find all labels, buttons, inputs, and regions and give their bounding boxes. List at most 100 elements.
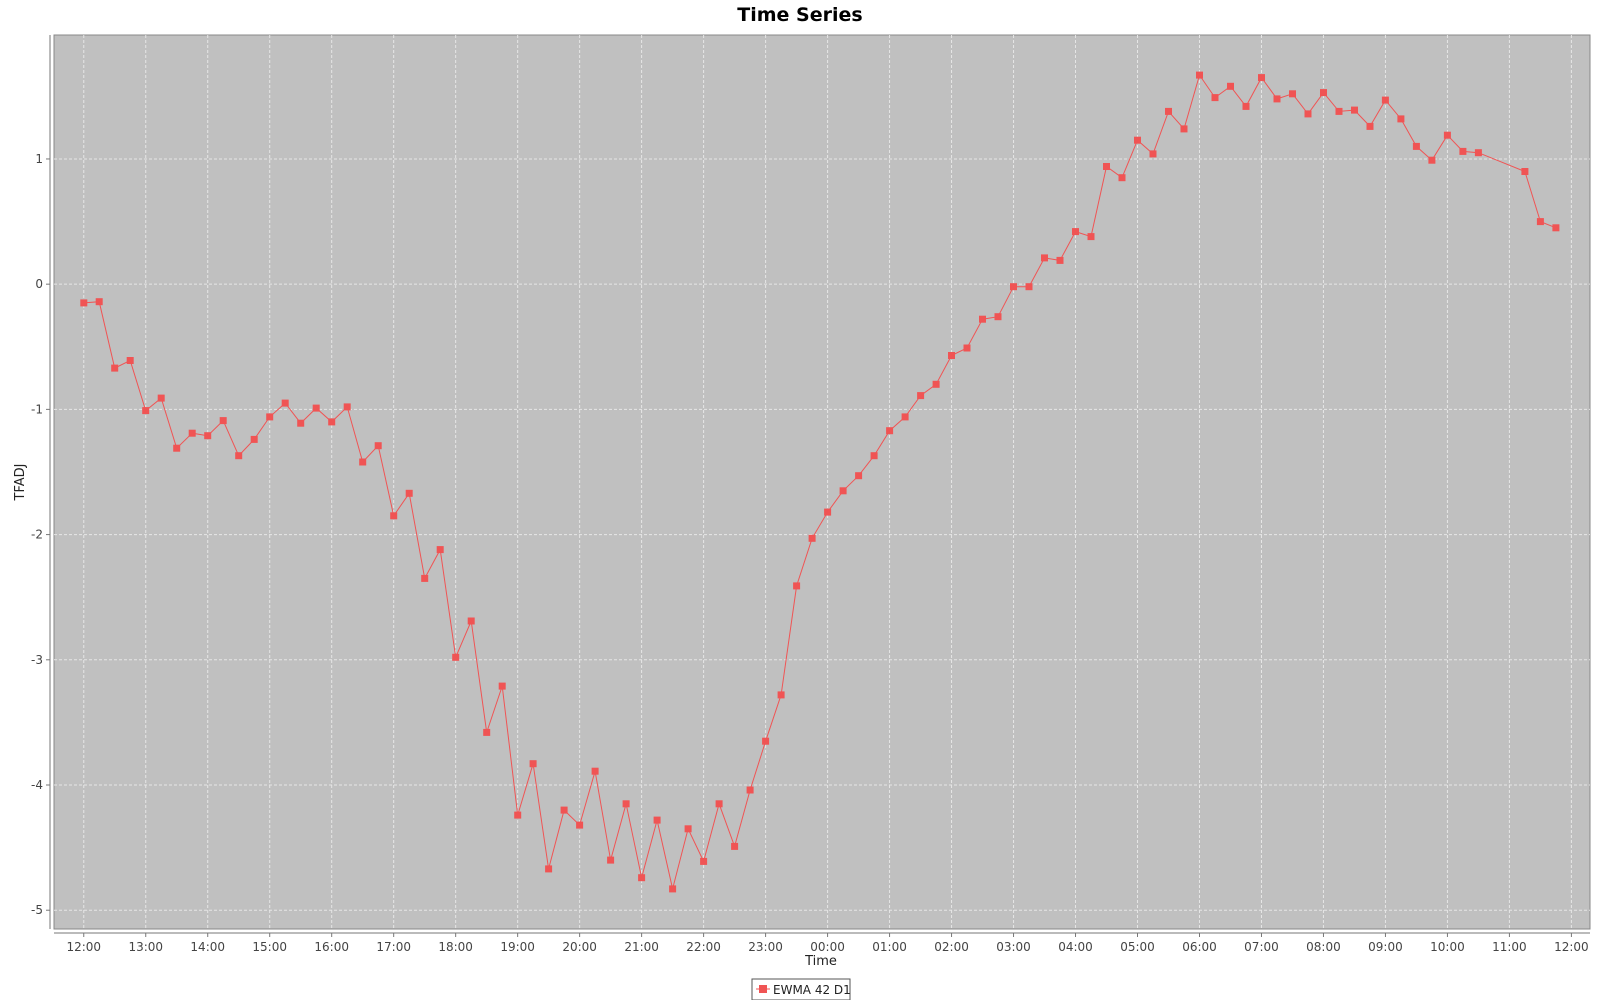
y-tick-label: 1 (35, 152, 43, 166)
data-point (421, 574, 429, 582)
data-point (483, 728, 491, 736)
data-point (963, 344, 971, 352)
data-point (1335, 107, 1343, 115)
data-point (1196, 71, 1203, 79)
data-point (560, 806, 568, 814)
y-tick-label: -5 (31, 903, 43, 917)
data-point (994, 313, 1002, 321)
x-tick-label: 17:00 (376, 940, 411, 954)
y-axis-ticks: -5 -4 -3 -2 -1 0 1 (31, 152, 50, 917)
data-point (932, 380, 940, 388)
data-point (1412, 142, 1420, 150)
data-point (343, 403, 351, 411)
data-point (328, 418, 336, 426)
data-point (700, 857, 708, 865)
data-point (591, 767, 599, 775)
data-point (824, 508, 832, 516)
data-point (142, 407, 150, 415)
x-tick-label: 13:00 (128, 940, 163, 954)
y-tick-label: -4 (31, 778, 43, 792)
data-point (669, 885, 677, 893)
data-point (1320, 89, 1327, 97)
x-axis-ticks: 12:00 13:00 14:00 15:00 16:00 17:00 18:00 19:00… (66, 933, 1589, 954)
legend-entry-label: EWMA 42 D1 (773, 983, 851, 997)
x-tick-label: 00:00 (810, 940, 845, 954)
data-point (1165, 107, 1172, 115)
data-point (855, 472, 863, 480)
data-point (762, 737, 770, 745)
data-point (95, 298, 103, 306)
x-tick-label: 05:00 (1120, 940, 1155, 954)
data-point (1041, 254, 1048, 262)
data-point (746, 786, 754, 794)
data-point (886, 427, 894, 435)
x-tick-label: 22:00 (686, 940, 721, 954)
data-point (374, 442, 382, 450)
data-point (1087, 233, 1095, 241)
data-point (1381, 96, 1389, 104)
data-point (173, 444, 181, 452)
data-point (901, 413, 909, 421)
data-point (545, 865, 553, 873)
data-point (1180, 125, 1188, 133)
x-tick-label: 03:00 (996, 940, 1031, 954)
data-point (948, 352, 955, 359)
data-point (359, 458, 367, 466)
data-point (1443, 131, 1451, 139)
x-tick-label: 21:00 (624, 940, 659, 954)
x-tick-label: 18:00 (438, 940, 473, 954)
chart-title: Time Series (737, 4, 862, 26)
data-point (1289, 90, 1296, 98)
data-point (1227, 82, 1234, 90)
x-tick-label: 11:00 (1492, 940, 1527, 954)
legend: EWMA 42 D1 (751, 978, 851, 1000)
data-point (715, 800, 723, 808)
y-tick-label: 0 (35, 277, 43, 291)
data-point (1521, 168, 1529, 175)
x-tick-label: 16:00 (314, 940, 349, 954)
data-point (157, 394, 165, 402)
data-point (126, 357, 134, 364)
data-point (1056, 256, 1064, 264)
x-tick-label: 23:00 (748, 940, 783, 954)
x-tick-label: 20:00 (562, 940, 597, 954)
data-point (1351, 106, 1358, 114)
data-point (405, 489, 413, 497)
data-point (917, 392, 925, 400)
x-tick-label: 04:00 (1058, 940, 1093, 954)
x-tick-label: 08:00 (1306, 940, 1341, 954)
data-point (870, 452, 878, 460)
legend-box (751, 978, 851, 1000)
data-point (1273, 95, 1281, 103)
x-tick-label: 12:00 (1554, 940, 1589, 954)
grid-lines (54, 35, 1590, 929)
data-point (111, 364, 119, 372)
data-point (250, 435, 258, 443)
data-point (1242, 102, 1250, 110)
data-point (297, 419, 305, 427)
data-point (1149, 150, 1157, 158)
data-point (436, 546, 444, 554)
x-tick-label: 14:00 (190, 940, 225, 954)
x-tick-label: 19:00 (500, 940, 535, 954)
x-tick-label: 12:00 (66, 940, 101, 954)
data-point (219, 417, 227, 425)
data-point (622, 800, 630, 808)
data-point (684, 825, 692, 833)
data-point (281, 399, 289, 407)
data-point (529, 760, 537, 768)
data-point (467, 617, 475, 625)
data-point (1072, 228, 1079, 236)
x-tick-label: 09:00 (1368, 940, 1403, 954)
data-point (638, 874, 646, 882)
data-point (80, 299, 88, 307)
series-line (83, 73, 1557, 890)
x-tick-label: 07:00 (1244, 940, 1279, 954)
data-point (235, 452, 243, 460)
data-point (1134, 136, 1141, 144)
data-point (514, 811, 522, 819)
y-axis-label: TFADJ (13, 464, 28, 502)
data-point (777, 691, 785, 699)
data-point (1536, 218, 1544, 226)
data-point (1459, 147, 1467, 155)
